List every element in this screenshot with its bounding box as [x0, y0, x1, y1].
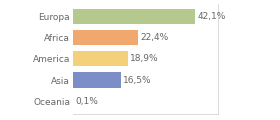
Text: 16,5%: 16,5% — [123, 76, 151, 85]
Text: 18,9%: 18,9% — [130, 54, 158, 63]
Bar — [73, 51, 128, 66]
Text: 42,1%: 42,1% — [197, 12, 226, 21]
Bar — [73, 9, 195, 24]
Bar — [73, 72, 121, 88]
Bar — [73, 30, 138, 45]
Text: 0,1%: 0,1% — [75, 97, 98, 106]
Text: 22,4%: 22,4% — [140, 33, 168, 42]
